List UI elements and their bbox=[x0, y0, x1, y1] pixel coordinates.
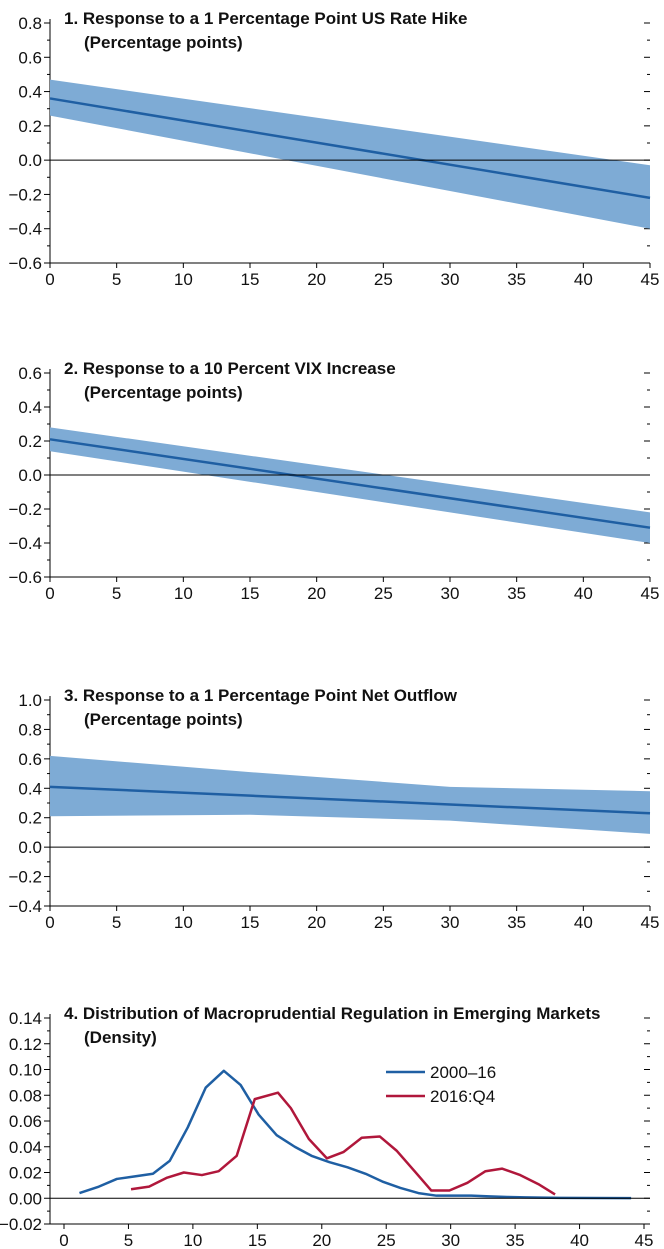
y-tick-label: −0.6 bbox=[8, 254, 42, 273]
title-background bbox=[60, 7, 500, 27]
x-tick-label: 25 bbox=[374, 913, 393, 932]
panel-1: −0.6 −0.4 −0.2 0.0 0.2 0.4 0.6 0.8 0 5 10 15 20 25 30 3… bbox=[8, 7, 659, 289]
x-tick-label: 5 bbox=[124, 1231, 133, 1249]
density-line-2 bbox=[130, 1091, 556, 1196]
panel-title: 2. Response to a 10 Percent VIX Increase bbox=[64, 359, 396, 378]
x-tick-label: 30 bbox=[441, 1231, 460, 1249]
x-tick-label: 15 bbox=[241, 270, 260, 289]
y-tick-label: 0.0 bbox=[18, 466, 42, 485]
y-tick-label: 0.08 bbox=[9, 1086, 42, 1105]
x-tick-label: 15 bbox=[248, 1231, 267, 1249]
x-tick-label: 20 bbox=[312, 1231, 331, 1249]
response-line bbox=[49, 97, 651, 200]
x-tick-label: 10 bbox=[183, 1231, 202, 1249]
panel-2: −0.6 −0.4 −0.2 0.0 0.2 0.4 0.6 0 5 10 15 20 25 30 35 40… bbox=[8, 357, 659, 603]
confidence-band bbox=[50, 427, 650, 543]
y-tick-label: 0.00 bbox=[9, 1189, 42, 1208]
y-tick-label: 0.2 bbox=[18, 809, 42, 828]
y-tick-label: 0.04 bbox=[9, 1138, 42, 1157]
x-tick-label: 15 bbox=[241, 913, 260, 932]
x-tick-label: 0 bbox=[59, 1231, 68, 1249]
density-line-1 bbox=[79, 1069, 632, 1200]
y-tick-label: 0.4 bbox=[18, 83, 42, 102]
x-tick-label: 5 bbox=[112, 913, 121, 932]
x-tick-label: 40 bbox=[574, 913, 593, 932]
title-background bbox=[60, 357, 500, 377]
x-tick-label: 25 bbox=[377, 1231, 396, 1249]
y-tick-label: 0.6 bbox=[18, 750, 42, 769]
y-tick-label: 0.14 bbox=[9, 1009, 42, 1028]
y-tick-label: 0.4 bbox=[18, 779, 42, 798]
x-tick-label: 20 bbox=[307, 270, 326, 289]
x-tick-label: 35 bbox=[506, 1231, 525, 1249]
title-background bbox=[60, 684, 500, 704]
y-tick-label: −0.2 bbox=[8, 500, 42, 519]
y-tick-label: 0.06 bbox=[9, 1112, 42, 1131]
x-tick-label: 45 bbox=[641, 584, 660, 603]
x-tick-label: 30 bbox=[441, 913, 460, 932]
x-tick-label: 45 bbox=[641, 270, 660, 289]
response-line bbox=[49, 785, 651, 815]
y-tick-label: −0.2 bbox=[8, 185, 42, 204]
legend-label: 2000–16 bbox=[430, 1063, 496, 1082]
y-tick-label: 0.02 bbox=[9, 1164, 42, 1183]
x-tick-label: 5 bbox=[112, 584, 121, 603]
y-tick-label: 0.2 bbox=[18, 432, 42, 451]
panel-subtitle: (Percentage points) bbox=[84, 383, 243, 402]
y-tick-label: 0.10 bbox=[9, 1061, 42, 1080]
x-tick-label: 30 bbox=[441, 584, 460, 603]
legend-label: 2016:Q4 bbox=[430, 1087, 495, 1106]
response-line bbox=[49, 438, 651, 529]
panel-title: 3. Response to a 1 Percentage Point Net … bbox=[64, 686, 458, 705]
x-tick-label: 40 bbox=[574, 270, 593, 289]
y-tick-label: 0.6 bbox=[18, 48, 42, 67]
x-tick-label: 10 bbox=[174, 584, 193, 603]
title-background bbox=[60, 1002, 632, 1022]
y-tick-label: −0.4 bbox=[8, 220, 42, 239]
x-tick-label: 5 bbox=[112, 270, 121, 289]
x-tick-label: 20 bbox=[307, 584, 326, 603]
x-tick-label: 25 bbox=[374, 270, 393, 289]
x-tick-label: 35 bbox=[507, 913, 526, 932]
panel-subtitle: (Density) bbox=[84, 1028, 157, 1047]
x-tick-label: 45 bbox=[641, 913, 660, 932]
panel-3: −0.4 −0.2 0.0 0.2 0.4 0.6 0.8 1.0 0 5 10 15 20 25 30 35… bbox=[8, 684, 659, 932]
confidence-band bbox=[50, 755, 650, 834]
y-tick-label: 0.12 bbox=[9, 1035, 42, 1054]
panel-subtitle: (Percentage points) bbox=[84, 710, 243, 729]
x-tick-label: 0 bbox=[45, 913, 54, 932]
x-tick-label: 40 bbox=[574, 584, 593, 603]
x-tick-label: 10 bbox=[174, 913, 193, 932]
x-tick-label: 30 bbox=[441, 270, 460, 289]
x-tick-label: 15 bbox=[241, 584, 260, 603]
x-tick-label: 0 bbox=[45, 270, 54, 289]
y-tick-label: −0.2 bbox=[8, 868, 42, 887]
y-tick-label: 1.0 bbox=[18, 691, 42, 710]
x-tick-label: 10 bbox=[174, 270, 193, 289]
y-tick-label: 0.6 bbox=[18, 364, 42, 383]
panel-title: 4. Distribution of Macroprudential Regul… bbox=[64, 1004, 601, 1023]
y-tick-label: −0.02 bbox=[0, 1215, 42, 1234]
y-tick-label: −0.6 bbox=[8, 568, 42, 587]
x-tick-label: 45 bbox=[635, 1231, 654, 1249]
y-tick-label: −0.4 bbox=[8, 534, 42, 553]
x-tick-label: 40 bbox=[570, 1231, 589, 1249]
x-tick-label: 35 bbox=[507, 584, 526, 603]
y-tick-label: 0.0 bbox=[18, 838, 42, 857]
x-tick-label: 25 bbox=[374, 584, 393, 603]
panel-title: 1. Response to a 1 Percentage Point US R… bbox=[64, 9, 467, 28]
panel-4: −0.02 0.00 0.02 0.04 0.06 0.08 0.10 0.12 0.14 0 5 1… bbox=[0, 1002, 653, 1249]
x-tick-label: 20 bbox=[307, 913, 326, 932]
y-tick-label: −0.4 bbox=[8, 897, 42, 916]
y-tick-label: 0.4 bbox=[18, 398, 42, 417]
x-tick-label: 0 bbox=[45, 584, 54, 603]
x-tick-label: 35 bbox=[507, 270, 526, 289]
y-tick-label: 0.2 bbox=[18, 117, 42, 136]
confidence-band bbox=[50, 79, 650, 229]
y-tick-label: 0.8 bbox=[18, 720, 42, 739]
y-tick-label: 0.8 bbox=[18, 14, 42, 33]
y-tick-label: 0.0 bbox=[18, 151, 42, 170]
panel-subtitle: (Percentage points) bbox=[84, 33, 243, 52]
